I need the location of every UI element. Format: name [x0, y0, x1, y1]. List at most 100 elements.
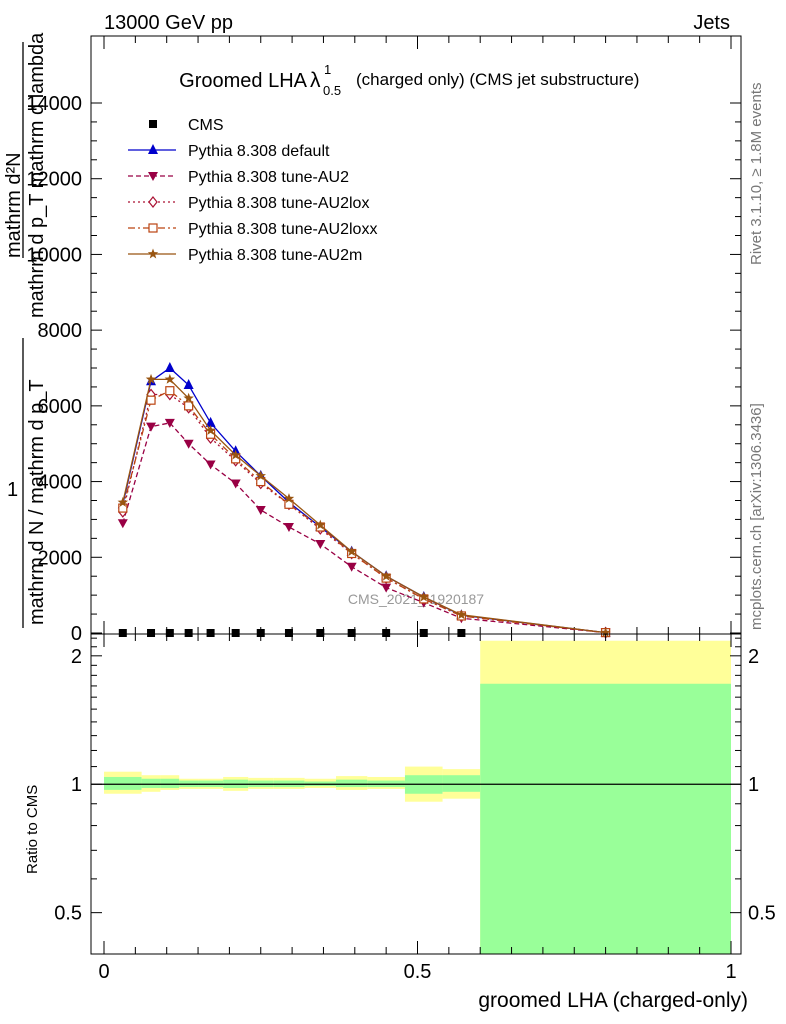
legend-label: Pythia 8.308 tune-AU2m — [188, 247, 362, 264]
ylabel-bottom: mathrm d N / mathrm d p_T — [26, 379, 48, 625]
data-point-default — [183, 379, 194, 390]
data-point-au2m — [380, 570, 392, 581]
x-axis-label: groomed LHA (charged-only) — [478, 989, 748, 1012]
legend-item-au2m: Pythia 8.308 tune-AU2m — [128, 247, 362, 264]
main-y-tick-label: 8000 — [38, 320, 83, 342]
data-point-au2 — [283, 523, 294, 532]
data-point-au2 — [315, 540, 326, 550]
title-sup: 1 — [324, 62, 331, 77]
legend-label: CMS — [188, 117, 224, 134]
ratio-bands — [104, 640, 731, 954]
data-point-au2m — [283, 493, 295, 504]
data-point-au2 — [146, 422, 157, 432]
ratio-y-ticks: 0.5 0.5 1 1 2 2 — [54, 637, 776, 955]
data-point-au2m — [117, 496, 129, 507]
series-au2m — [117, 373, 611, 638]
legend-marker — [148, 196, 158, 208]
ylabel-frac: mathrm d p_T mathrm d lambda — [26, 32, 48, 318]
data-point-au2m — [230, 449, 241, 460]
main-y-axis-label: mathrm d²N mathrm d p_T mathrm d lambda … — [3, 32, 48, 628]
main-y-tick-label: 2000 — [38, 547, 83, 569]
ylabel-top: mathrm d²N — [3, 152, 25, 258]
data-point-au2 — [183, 439, 194, 449]
data-point-au2loxx — [184, 401, 194, 411]
ratio-y-tick-label-right: 2 — [748, 646, 759, 668]
data-point-au2m — [418, 591, 429, 602]
main-y-tick-label: 0 — [71, 623, 82, 645]
data-point-cms — [419, 629, 428, 637]
title-main: Groomed LHA — [179, 70, 307, 92]
ratio-band-inner — [104, 776, 142, 790]
data-point-cms — [284, 629, 293, 637]
data-point-au2 — [117, 519, 128, 529]
data-point-cms — [147, 629, 156, 637]
legend-item-au2lox: Pythia 8.308 tune-AU2lox — [128, 195, 369, 212]
legend-label: Pythia 8.308 default — [188, 143, 330, 160]
ratio-panel: 0.5 0.5 1 1 2 2 0 0.5 1 Ratio to CMS groomed LH… — [24, 633, 776, 1012]
data-point-au2 — [346, 562, 357, 572]
data-point-au2loxx — [165, 386, 175, 396]
ratio-plot-frame — [90, 633, 742, 955]
data-point-au2m — [346, 546, 357, 557]
main-y-tick-label: 10000 — [26, 244, 82, 266]
legend-label: Pythia 8.308 tune-AU2loxx — [188, 221, 377, 238]
legend-marker — [148, 223, 158, 233]
data-point-cms — [118, 629, 127, 637]
data-point-default — [164, 362, 175, 372]
ratio-band-inner — [480, 683, 731, 954]
title-rest: (charged only) (CMS jet substructure) — [356, 70, 639, 89]
data-point-cms — [206, 629, 215, 637]
data-point-cms — [457, 629, 466, 637]
legend-label: Pythia 8.308 tune-AU2 — [188, 169, 349, 186]
x-tick-label: 1 — [725, 961, 736, 983]
ratio-band-inner — [442, 775, 481, 792]
main-y-tick-label: 6000 — [38, 396, 83, 418]
ratio-x-ticks: 0 0.5 1 — [98, 634, 737, 983]
ratio-band-inner — [160, 778, 180, 788]
data-point-au2 — [230, 479, 241, 489]
title-symbol: λ — [310, 69, 321, 92]
legend-marker — [148, 144, 158, 154]
main-y-tick-label: 14000 — [26, 93, 82, 115]
legend-item-cms: CMS — [149, 117, 224, 134]
data-point-cms — [256, 629, 265, 637]
data-point-au2 — [205, 460, 216, 470]
mcplots-label: mcplots.cern.ch [arXiv:1306.3436] — [748, 403, 765, 630]
data-point-cms — [165, 629, 174, 637]
data-point-au2m — [315, 519, 326, 530]
data-point-au2 — [164, 418, 175, 428]
ratio-y-tick-label: 2 — [71, 646, 82, 668]
legend-item-au2loxx: Pythia 8.308 tune-AU2loxx — [128, 221, 377, 238]
ratio-band-inner — [335, 779, 368, 788]
series-layer — [117, 362, 611, 639]
series-line-au2m — [122, 378, 606, 634]
data-point-au2m — [255, 470, 266, 481]
data-point-au2m — [456, 609, 467, 620]
x-tick-label: 0 — [98, 961, 109, 983]
legend-marker — [149, 120, 157, 128]
ratio-y-tick-label-right: 0.5 — [748, 903, 776, 925]
legend-item-default: Pythia 8.308 default — [128, 143, 330, 160]
data-point-cms — [231, 629, 240, 637]
data-point-au2 — [255, 505, 266, 515]
title-sub: 0.5 — [323, 83, 341, 98]
data-point-au2m — [600, 627, 611, 638]
data-point-au2m — [164, 373, 176, 384]
data-point-au2loxx — [146, 395, 156, 405]
ylabel-one: 1 — [7, 479, 18, 501]
series-line-au2 — [122, 422, 606, 634]
data-point-au2m — [145, 373, 157, 384]
legend-item-au2: Pythia 8.308 tune-AU2 — [128, 169, 349, 186]
data-point-cms — [382, 629, 391, 637]
x-tick-label: 0.5 — [404, 961, 432, 983]
legend-marker — [148, 172, 158, 181]
main-y-ticks: 0 2000 4000 6000 8000 10000 12000 14000 — [26, 93, 741, 645]
legend-marker — [147, 248, 159, 259]
legend-label: Pythia 8.308 tune-AU2lox — [188, 195, 369, 212]
data-point-au2loxx — [118, 503, 128, 513]
ratio-y-tick-label-right: 1 — [748, 774, 759, 796]
ratio-y-label: Ratio to CMS — [24, 785, 41, 874]
rivet-label: Rivet 3.1.10, ≥ 1.8M events — [748, 83, 765, 266]
